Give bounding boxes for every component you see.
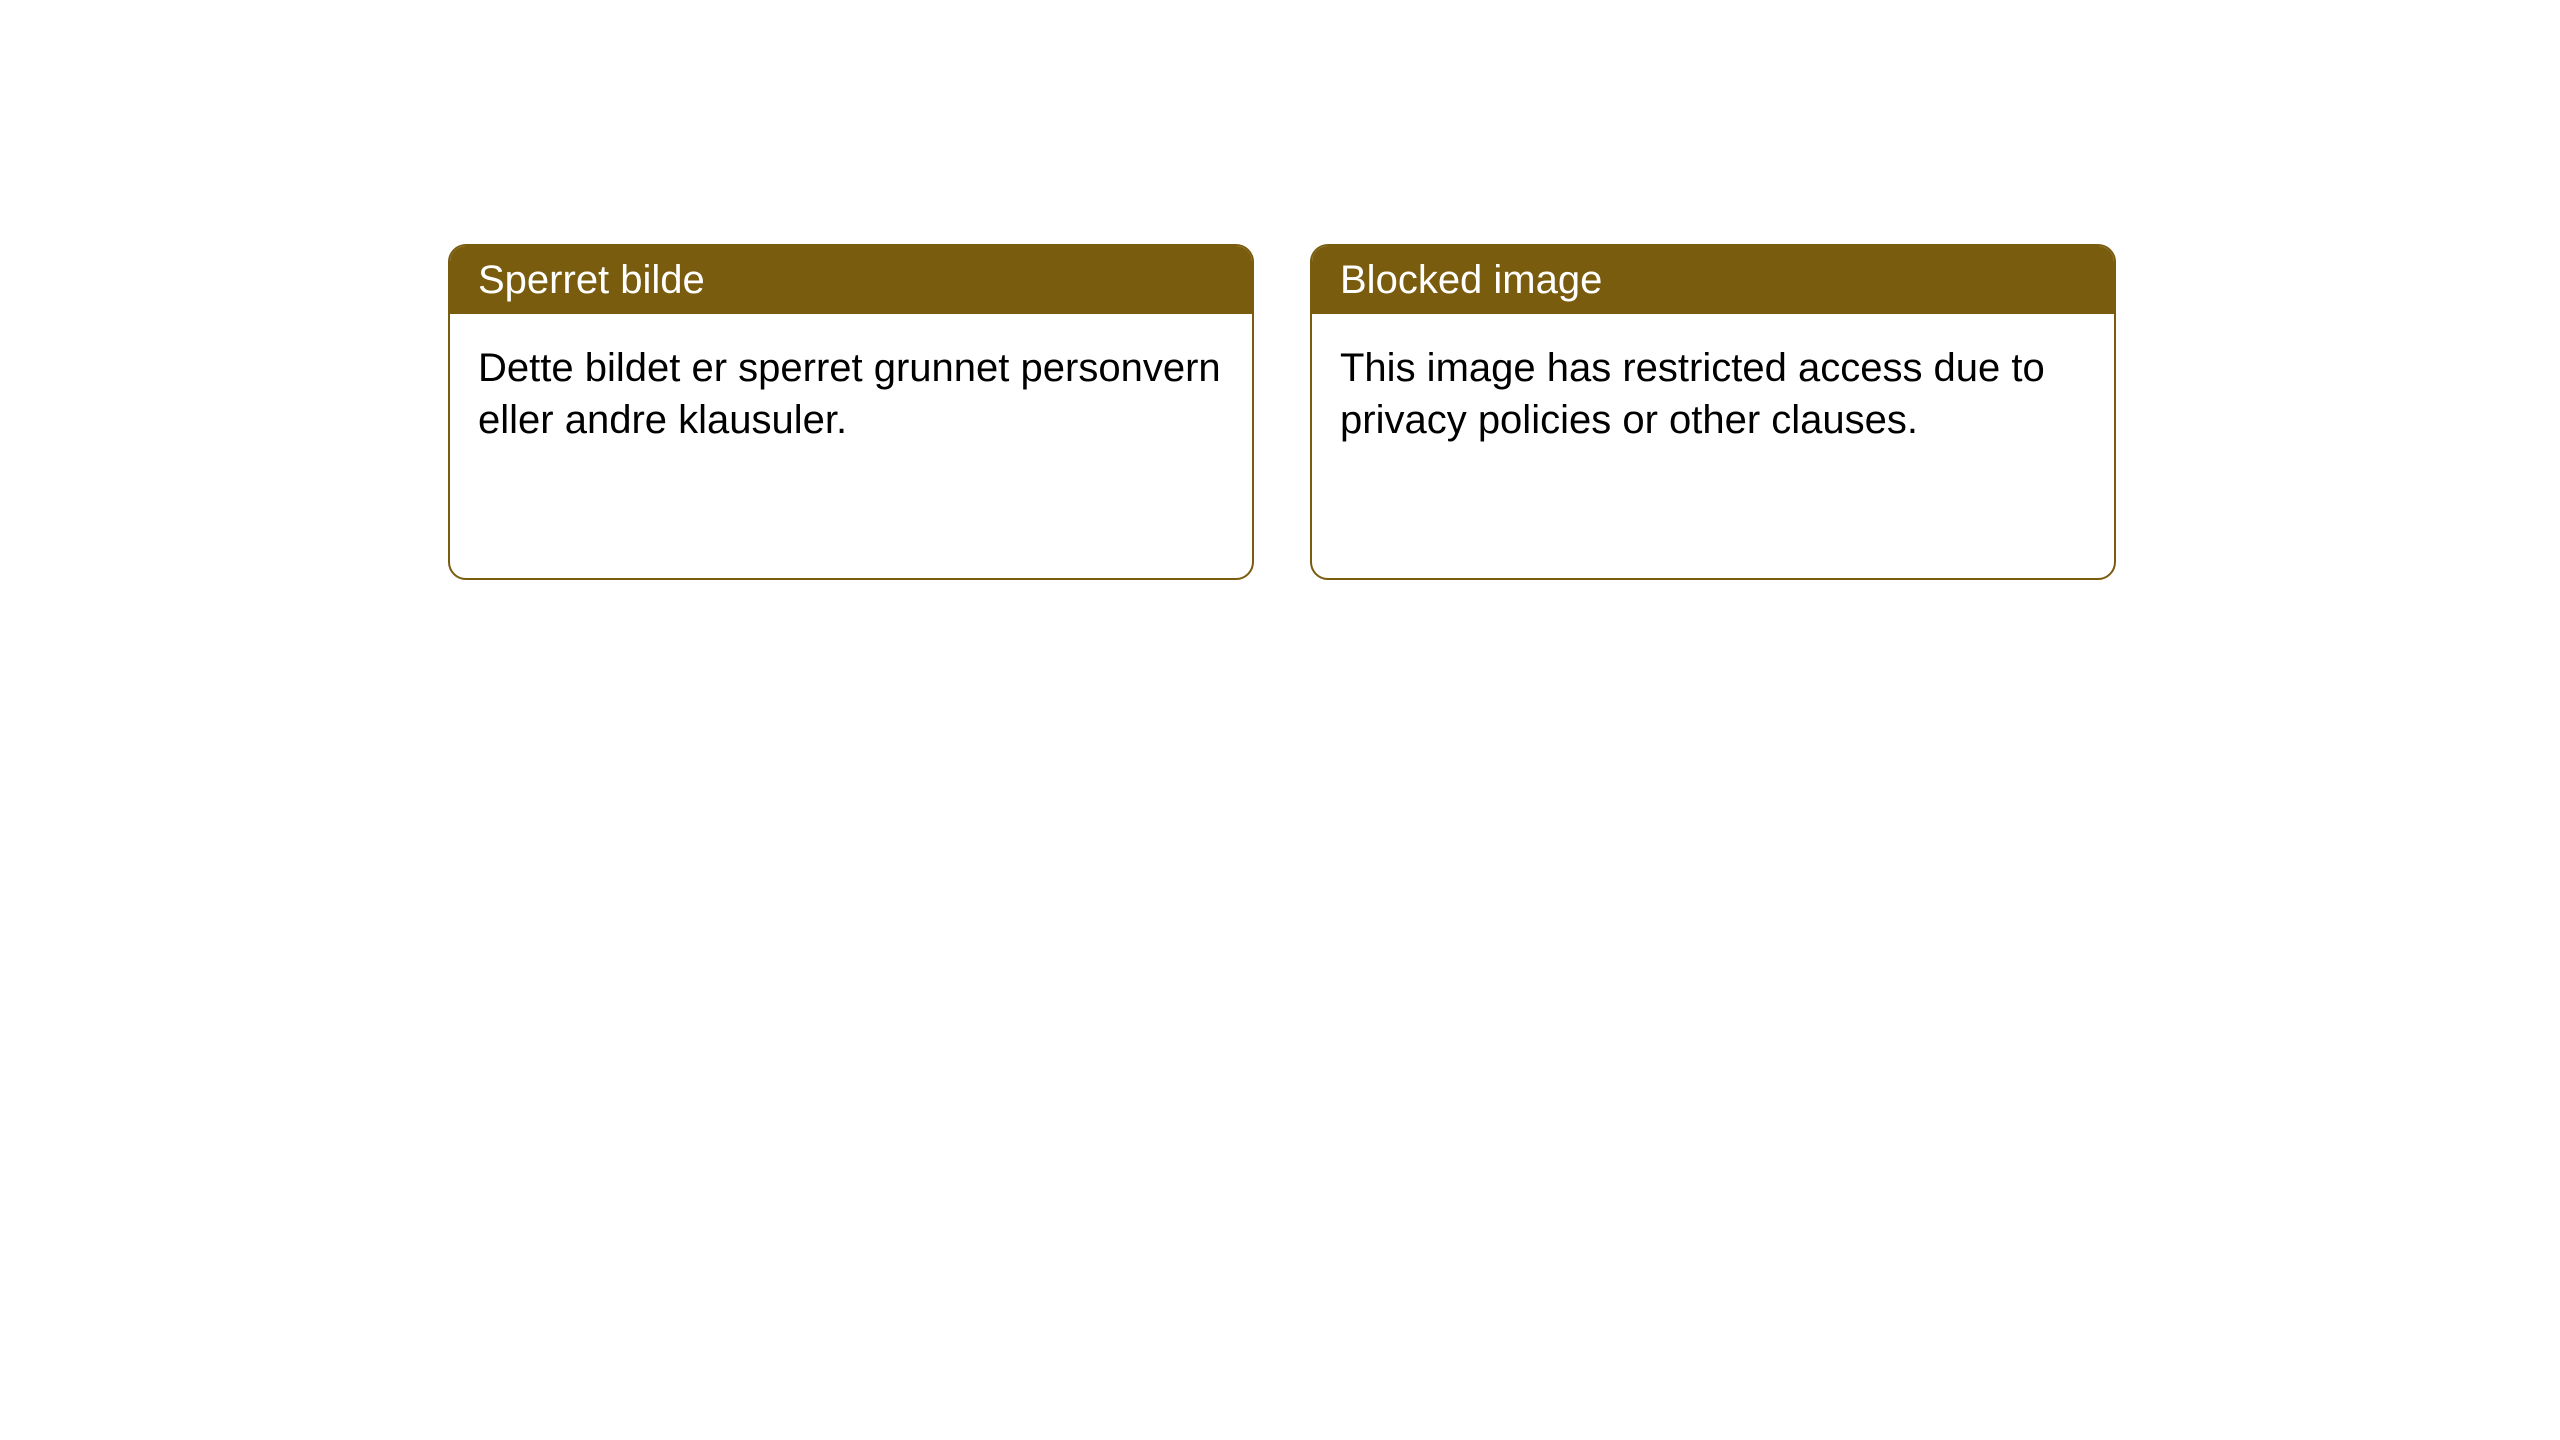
notice-card-norwegian: Sperret bilde Dette bildet er sperret gr… — [448, 244, 1254, 580]
notice-body-english: This image has restricted access due to … — [1312, 314, 2114, 474]
notice-title-norwegian: Sperret bilde — [450, 246, 1252, 314]
notice-card-english: Blocked image This image has restricted … — [1310, 244, 2116, 580]
notice-container: Sperret bilde Dette bildet er sperret gr… — [0, 0, 2560, 580]
notice-title-english: Blocked image — [1312, 246, 2114, 314]
notice-body-norwegian: Dette bildet er sperret grunnet personve… — [450, 314, 1252, 474]
